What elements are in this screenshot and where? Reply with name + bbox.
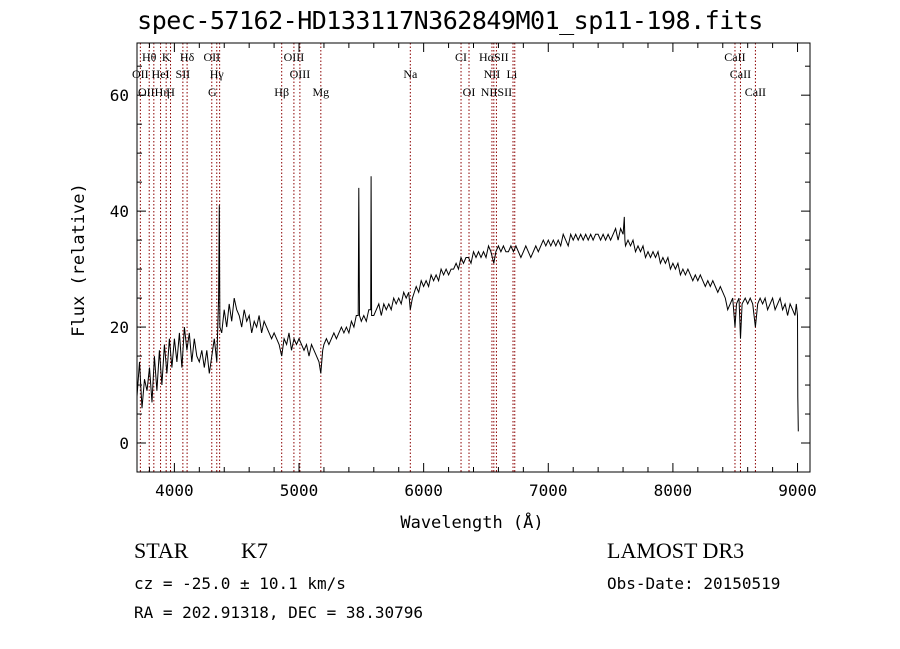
object-subclass: K7 [241, 538, 268, 563]
x-tick-label: 6000 [404, 481, 443, 500]
spectral-line-label: OII [132, 67, 149, 81]
x-tick-label: 8000 [654, 481, 693, 500]
x-axis-label: Wavelength (Å) [400, 511, 543, 533]
spectral-line-label: OIII [290, 67, 311, 81]
spectral-line-label: Na [403, 67, 418, 81]
spectral-line-label: OI [463, 85, 476, 99]
spectral-line-label: NII [484, 67, 501, 81]
y-tick-label: 40 [110, 202, 129, 221]
spectral-line-label: G [208, 85, 217, 99]
x-tick-label: 4000 [155, 481, 194, 500]
plot-frame [136, 42, 811, 473]
spectral-line-label: OIII [284, 50, 305, 64]
chart-title: spec-57162-HD133117N362849M01_sp11-198.f… [137, 6, 763, 35]
y-tick-label: 20 [110, 318, 129, 337]
spectral-line-label: OII [203, 50, 220, 64]
y-tick-label: 60 [110, 86, 129, 105]
spectrum-series-line [136, 176, 799, 432]
spectral-line-label: Hθ [142, 50, 157, 64]
x-tick-label: 5000 [280, 481, 319, 500]
spectral-line-label: CaII [724, 50, 745, 64]
survey-name: LAMOST DR3 [607, 538, 745, 563]
object-class: STAR [134, 538, 189, 563]
spectral-line-label: OIIHη [138, 85, 170, 99]
y-axis-label: Flux (relative) [69, 183, 89, 337]
spectral-line-label: Hγ [210, 67, 225, 81]
spectral-line-label: NIISII [481, 85, 512, 99]
spectral-line-label: CI [455, 50, 467, 64]
x-tick-label: 7000 [529, 481, 568, 500]
spectral-line-label: HαSII [479, 50, 509, 64]
spectral-line-label: Li [507, 67, 518, 81]
spectral-line-label: SII [176, 67, 191, 81]
x-tick-label: 9000 [778, 481, 817, 500]
spectral-line-label: CaII [730, 67, 751, 81]
plot-axes: 4000 5000 6000 7000 8000 9000 0 20 40 60 [110, 42, 817, 500]
spectral-line-label: HeI [152, 67, 170, 81]
spectral-line-label: Mg [312, 85, 329, 99]
spectral-line-label: K [162, 50, 171, 64]
spectral-line-label: CaII [745, 85, 766, 99]
spectral-line-label: Hβ [274, 85, 289, 99]
observation-date: Obs-Date: 20150519 [607, 574, 781, 593]
spectral-line-label: Hδ [180, 50, 195, 64]
redshift-velocity: cz = -25.0 ± 10.1 km/s [134, 574, 346, 593]
spectral-line-label: H [166, 85, 175, 99]
coordinates: RA = 202.91318, DEC = 38.30796 [134, 603, 423, 622]
y-tick-label: 0 [119, 434, 129, 453]
